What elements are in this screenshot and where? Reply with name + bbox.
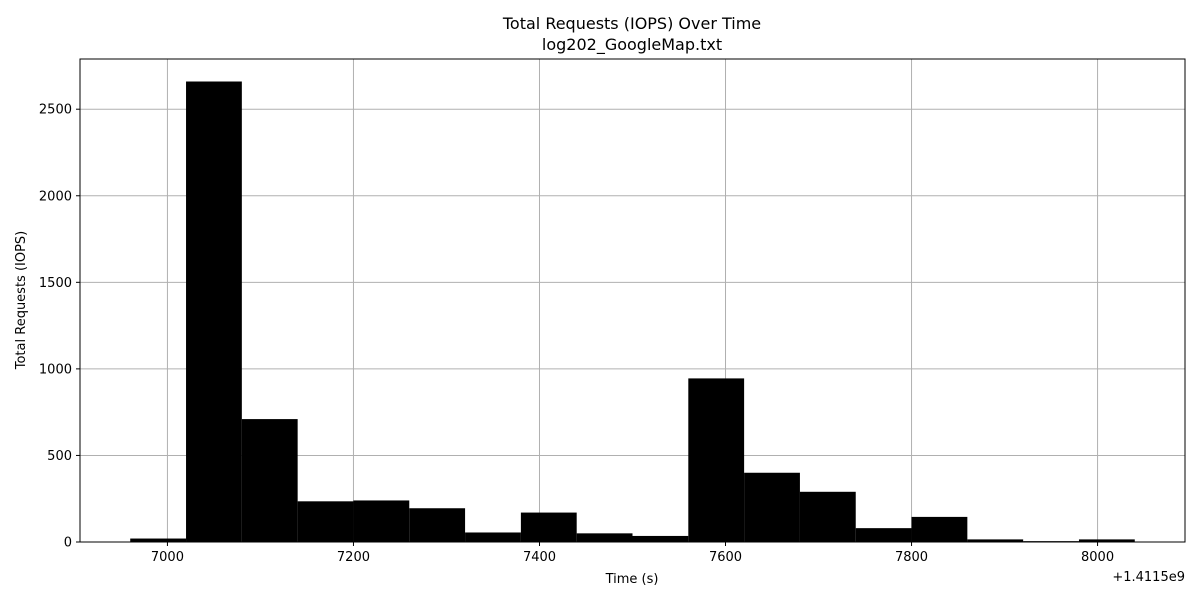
histogram-bar-9 bbox=[632, 535, 689, 542]
histogram-bar-11 bbox=[744, 472, 800, 542]
x-tick-label: 7600 bbox=[709, 550, 742, 565]
histogram-bar-17 bbox=[1078, 539, 1135, 542]
x-tick-label: 7000 bbox=[151, 550, 184, 565]
histogram-bar-7 bbox=[520, 512, 577, 542]
histogram-bar-8 bbox=[576, 533, 633, 542]
bars bbox=[130, 81, 1135, 543]
y-tick-label: 1500 bbox=[39, 276, 72, 291]
y-tick-label: 500 bbox=[47, 449, 72, 464]
x-tick-label: 7800 bbox=[895, 550, 928, 565]
histogram-bar-5 bbox=[409, 508, 466, 542]
x-tick-label: 8000 bbox=[1081, 550, 1114, 565]
histogram-bar-2 bbox=[241, 419, 298, 542]
y-axis-ticks: 0 500 1000 1500 2000 2500 bbox=[39, 103, 80, 551]
histogram-bar-15 bbox=[967, 539, 1024, 542]
histogram-bar-0 bbox=[130, 538, 187, 542]
histogram-bar-3 bbox=[297, 501, 354, 542]
histogram-bar-10 bbox=[688, 378, 745, 542]
histogram-bar-6 bbox=[465, 532, 521, 542]
plot-frame bbox=[79, 58, 1186, 543]
y-tick-label: 2500 bbox=[39, 103, 72, 118]
y-tick-label: 2000 bbox=[39, 189, 72, 204]
histogram-bar-4 bbox=[353, 500, 410, 542]
x-axis-label: Time (s) bbox=[605, 572, 659, 587]
x-tick-label: 7200 bbox=[337, 550, 370, 565]
y-tick-label: 0 bbox=[64, 536, 72, 551]
x-tick-label: 7400 bbox=[523, 550, 556, 565]
chart-subtitle: log202_GoogleMap.txt bbox=[542, 35, 722, 55]
y-tick-label: 1000 bbox=[39, 362, 72, 377]
y-axis-label: Total Requests (IOPS) bbox=[14, 231, 29, 371]
x-axis-ticks: 7000 7200 7400 7600 7800 8000 bbox=[151, 542, 1114, 565]
histogram-bar-14 bbox=[911, 516, 968, 542]
histogram-bar-12 bbox=[799, 491, 856, 542]
histogram-bar-13 bbox=[855, 528, 912, 542]
x-axis-offset-label: +1.4115e9 bbox=[1112, 570, 1185, 585]
histogram-bar-1 bbox=[186, 81, 242, 543]
chart-title: Total Requests (IOPS) Over Time bbox=[502, 14, 761, 33]
